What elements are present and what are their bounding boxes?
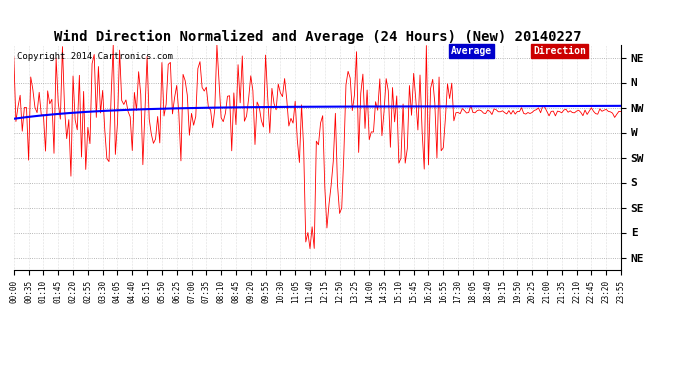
Title: Wind Direction Normalized and Average (24 Hours) (New) 20140227: Wind Direction Normalized and Average (2… — [54, 30, 581, 44]
Text: Copyright 2014 Cartronics.com: Copyright 2014 Cartronics.com — [17, 52, 172, 61]
Text: Average: Average — [451, 46, 492, 56]
Text: Direction: Direction — [533, 46, 586, 56]
